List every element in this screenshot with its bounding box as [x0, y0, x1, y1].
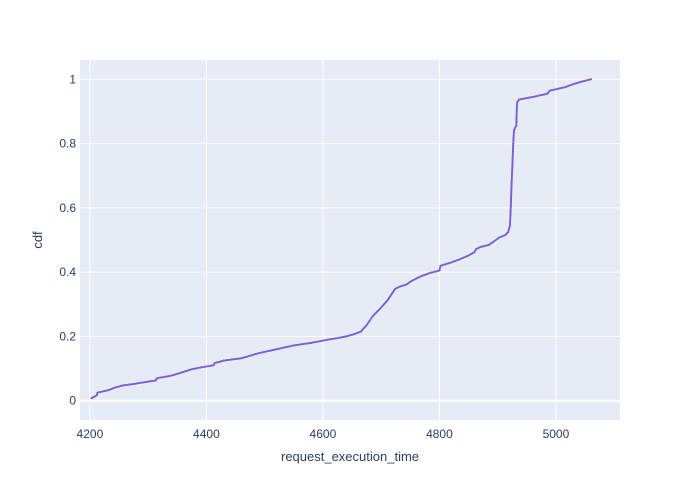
y-tick-label: 0	[69, 394, 76, 408]
cdf-series	[90, 78, 592, 400]
tick-labels: 4200 4400 4600 4800 5000 0 0.2 0.4 0.6 0.8 1	[59, 72, 569, 441]
x-tick-label: 4200	[77, 427, 104, 441]
y-tick-label: 0.6	[59, 201, 76, 215]
plot-background	[80, 60, 620, 420]
grid-lines	[80, 60, 620, 420]
y-tick-label: 0.4	[59, 265, 76, 279]
y-axis-title: cdf	[30, 231, 45, 249]
cdf-line	[91, 78, 592, 399]
y-tick-label: 0.2	[59, 329, 76, 343]
x-tick-label: 4400	[193, 427, 220, 441]
x-tick-label: 4600	[310, 427, 337, 441]
y-tick-label: 0.8	[59, 137, 76, 151]
x-axis-title: request_execution_time	[281, 449, 419, 464]
y-tick-label: 1	[69, 72, 76, 86]
x-tick-label: 5000	[543, 427, 570, 441]
x-tick-label: 4800	[426, 427, 453, 441]
